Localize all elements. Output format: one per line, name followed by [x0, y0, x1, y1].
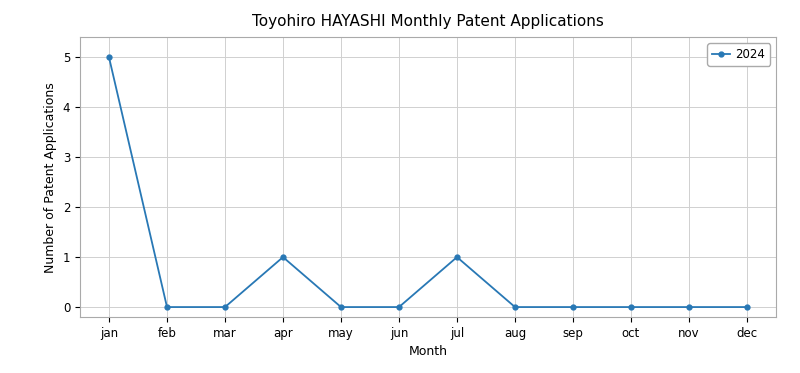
Y-axis label: Number of Patent Applications: Number of Patent Applications: [44, 82, 58, 273]
2024: [394, 305, 404, 309]
2024: [278, 255, 288, 259]
2024: [336, 305, 346, 309]
Line: 2024: 2024: [106, 55, 750, 310]
2024: [220, 305, 230, 309]
2024: [104, 55, 114, 60]
2024: [684, 305, 694, 309]
2024: [568, 305, 578, 309]
Title: Toyohiro HAYASHI Monthly Patent Applications: Toyohiro HAYASHI Monthly Patent Applicat…: [252, 14, 604, 29]
2024: [162, 305, 172, 309]
Legend: 2024: 2024: [707, 43, 770, 66]
2024: [742, 305, 752, 309]
X-axis label: Month: Month: [409, 345, 447, 358]
2024: [626, 305, 636, 309]
2024: [510, 305, 520, 309]
2024: [452, 255, 462, 259]
